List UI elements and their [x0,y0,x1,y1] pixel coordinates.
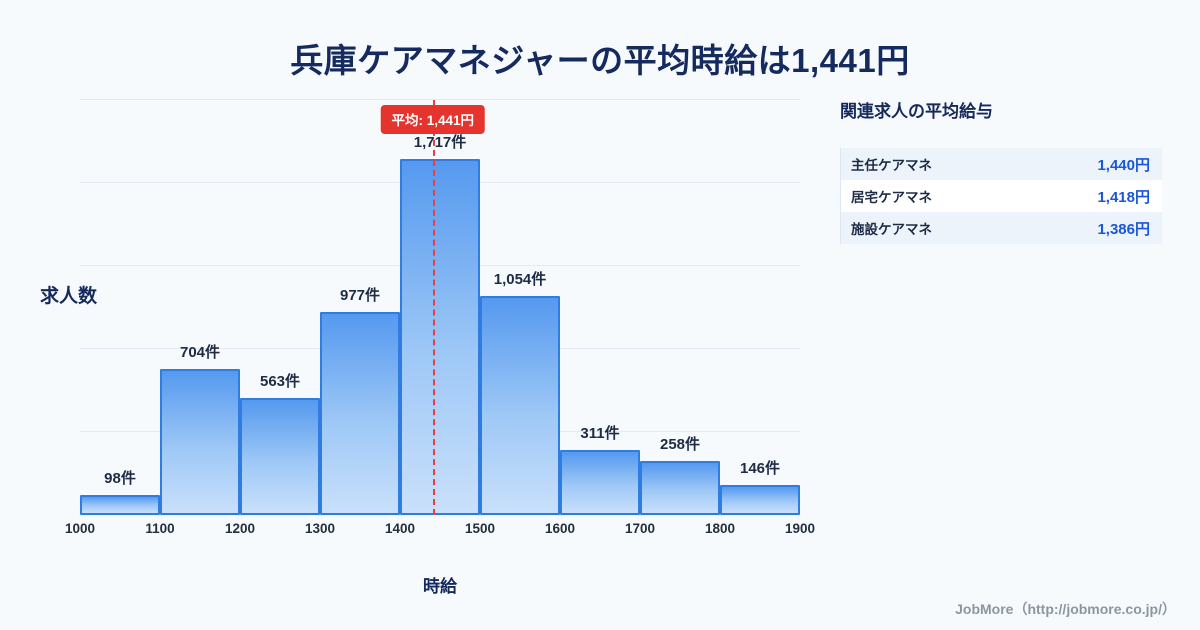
histogram-bar [720,484,800,515]
x-tick-label: 1100 [145,521,175,536]
average-line [432,100,435,515]
salary-value: 1,418円 [1097,188,1150,206]
job-type-label: 居宅ケアマネ [851,190,932,205]
related-salary-table: 主任ケアマネ 1,440円 居宅ケアマネ 1,418円 施設ケアマネ 1,386… [840,148,1162,244]
bar-count-label: 258件 [659,436,701,454]
table-row: 主任ケアマネ 1,440円 [841,148,1162,180]
bar-count-label: 563件 [259,373,301,391]
histogram-bar [560,450,640,515]
x-tick-label: 1400 [384,521,416,536]
x-tick-label: 1000 [64,521,96,536]
job-type-label: 施設ケアマネ [851,222,932,237]
x-tick-label: 1200 [224,521,256,536]
bar-count-label: 311件 [580,425,620,443]
x-tick-label: 1600 [544,521,576,536]
side-panel-heading: 関連求人の平均給与 [840,102,993,121]
bar-count-label: 1,054件 [493,271,547,289]
job-type-label: 主任ケアマネ [851,158,932,173]
histogram-bar [480,296,560,515]
x-tick-label: 1500 [464,521,496,536]
histogram-chart: 平均: 1,441円 98件 704件 563件 977件 1,717件 1,054件 31… [80,99,800,515]
histogram-bar [80,494,160,515]
histogram-bar [320,312,400,515]
histogram-bar [640,461,720,515]
salary-value: 1,386円 [1097,220,1150,238]
salary-value: 1,440円 [1097,156,1150,174]
table-row: 施設ケアマネ 1,386円 [841,212,1162,244]
table-row: 居宅ケアマネ 1,418円 [841,180,1162,212]
bar-count-label: 98件 [104,469,136,487]
page-title: 兵庫ケアマネジャーの平均時給は1,441円 [290,42,910,79]
x-tick-label: 1900 [784,521,816,536]
y-axis-label: 求人数 [40,286,98,307]
average-badge: 平均: 1,441円 [380,105,486,134]
bar-count-label: 977件 [339,287,381,305]
histogram-bar [160,368,240,515]
site-credit: JobMore（http://jobmore.co.jp/） [955,601,1176,617]
related-salary-panel: 関連求人の平均給与 主任ケアマネ 1,440円 居宅ケアマネ 1,418円 施設… [840,97,1162,244]
histogram-bar [240,398,320,515]
x-tick-label: 1700 [624,521,656,536]
gridline [80,99,800,100]
histogram-bar [400,158,480,515]
x-tick-label: 1300 [304,521,336,536]
bar-count-label: 1,717件 [413,133,467,151]
x-axis-label: 時給 [423,577,457,596]
bar-count-label: 146件 [739,459,781,477]
bar-count-label: 704件 [179,343,221,361]
x-tick-label: 1800 [704,521,736,536]
